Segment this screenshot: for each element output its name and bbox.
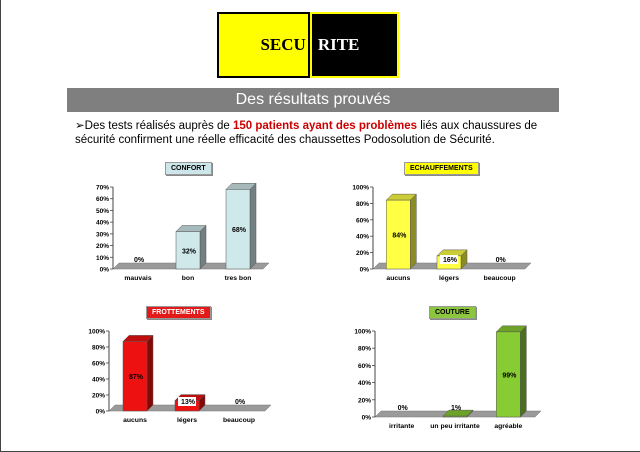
y-tick-label: 100%: [354, 329, 371, 336]
category-label: agréable: [494, 423, 522, 430]
y-tick-label: 40%: [92, 377, 105, 384]
y-tick-label: 30%: [96, 231, 109, 238]
data-label: 0%: [134, 257, 145, 264]
category-label: légers: [439, 275, 459, 282]
bar: [122, 341, 148, 412]
y-tick-label: 70%: [96, 185, 109, 192]
bar: [225, 189, 251, 270]
intro-highlight: 150 patients ayant des problèmes: [232, 120, 418, 132]
bar-side: [199, 224, 207, 270]
y-tick-label: 60%: [96, 196, 109, 203]
chart-echauffements: ECHAUFFEMENTS 0% 20% 40% 60% 80% 100% 84% aucun…: [337, 160, 547, 285]
chart-frottements-plot: 0% 20% 40% 60% 80% 100% 87% aucuns 13% légers 0% be…: [88, 329, 272, 424]
securite-logo: SECU RITE: [217, 12, 399, 78]
category-label: aucuns: [123, 417, 147, 424]
category-label: bon: [182, 275, 194, 282]
y-tick-label: 40%: [358, 380, 371, 387]
bar-side: [249, 182, 257, 270]
chart-confort: CONFORT 0% 10% 20% 30% 40% 50% 60% 70% 0% mauvais…: [79, 160, 279, 285]
intro-text-after: liés aux chaussures de sécurité confirme…: [75, 120, 538, 146]
data-label: 13%: [181, 399, 196, 406]
y-tick-label: 40%: [356, 234, 369, 241]
chart-title: CONFORT: [165, 162, 212, 175]
category-label: aucuns: [386, 275, 410, 282]
data-label: 0%: [235, 399, 246, 406]
bar: [175, 231, 201, 270]
chart-echauffements-plot: 0% 20% 40% 60% 80% 100% 84% aucuns 16% légers 0% be…: [352, 185, 532, 282]
chart-title: FROTTEMENTS: [146, 306, 211, 319]
y-tick-label: 100%: [352, 185, 369, 192]
bar-side: [520, 325, 527, 418]
data-label-bg: [440, 255, 458, 264]
chart-title: ECHAUFFEMENTS: [404, 162, 479, 175]
y-tick-label: 50%: [96, 208, 109, 215]
bar-side: [146, 334, 154, 412]
data-label: 68%: [232, 227, 247, 234]
y-tick-label: 10%: [96, 255, 109, 262]
data-label: 0%: [496, 257, 507, 264]
y-tick-label: 0%: [96, 409, 106, 416]
y-tick-label: 20%: [92, 393, 105, 400]
banner-title: Des résultats prouvés: [235, 91, 391, 108]
category-label: légers: [177, 417, 197, 424]
data-label: 99%: [502, 372, 517, 379]
data-label-bg: [178, 397, 196, 406]
intro-text-before: Des tests réalisés auprès de: [84, 120, 233, 132]
section-banner: Des résultats prouvés: [67, 88, 559, 112]
y-tick-label: 60%: [92, 361, 105, 368]
y-tick-label: 80%: [356, 201, 369, 208]
data-label: 1%: [451, 405, 462, 412]
data-label: 32%: [182, 248, 197, 255]
chart-couture-plot: 0% 20% 40% 60% 80% 100% 0% irritante 1% un peu ir…: [354, 325, 542, 430]
logo-yellow-block: SECU: [217, 12, 310, 78]
data-label: 16%: [443, 257, 458, 264]
category-label: un peu irritante: [430, 423, 480, 430]
data-label: 87%: [129, 374, 144, 381]
y-tick-label: 40%: [96, 220, 109, 227]
bar: [386, 199, 411, 270]
data-label: 84%: [392, 233, 407, 240]
chart-frottements: FROTTEMENTS 0% 20% 40% 60% 80% 100% 87% aucuns 1…: [79, 304, 279, 429]
data-label: 0%: [398, 405, 409, 412]
y-tick-label: 0%: [360, 267, 370, 274]
logo-left-text: SECU: [260, 35, 306, 54]
category-label: irritante: [389, 423, 415, 430]
chart-couture: COUTURE 0% 20% 40% 60% 80% 100% 0% irritante 1% u…: [337, 304, 557, 432]
y-tick-label: 20%: [96, 243, 109, 250]
y-tick-label: 80%: [358, 346, 371, 353]
chart-confort-plot: 0% 10% 20% 30% 40% 50% 60% 70% 0% mauvais 32% bon 68…: [96, 182, 270, 282]
bar-side: [410, 193, 417, 270]
y-tick-label: 60%: [358, 363, 371, 370]
category-label: mauvais: [124, 275, 151, 282]
category-label: beaucoup: [484, 275, 516, 282]
y-tick-label: 100%: [88, 329, 105, 336]
chart-title: COUTURE: [429, 306, 476, 319]
bar: [442, 415, 468, 418]
bar: [496, 331, 521, 418]
logo-right-text: RITE: [317, 35, 360, 54]
y-tick-label: 80%: [92, 345, 105, 352]
y-tick-label: 0%: [362, 415, 372, 422]
category-label: tres bon: [225, 275, 252, 282]
y-tick-label: 0%: [100, 267, 110, 274]
logo-black-block: RITE: [309, 12, 399, 78]
y-tick-label: 20%: [356, 250, 369, 257]
bullet-arrow-icon: ➢: [75, 120, 85, 132]
y-tick-label: 20%: [358, 397, 371, 404]
intro-paragraph: ➢Des tests réalisés auprès de 150 patien…: [75, 119, 575, 147]
y-tick-label: 60%: [356, 217, 369, 224]
category-label: beaucoup: [223, 417, 255, 424]
